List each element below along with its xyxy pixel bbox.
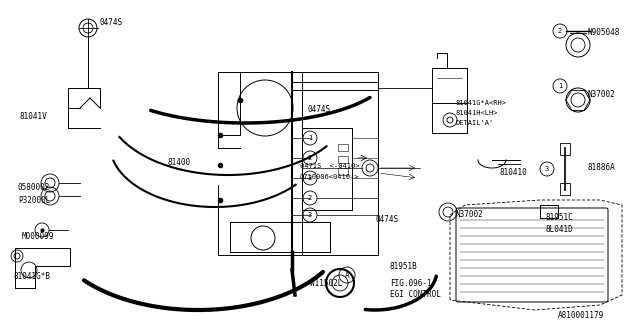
Text: EGI CONTROL: EGI CONTROL bbox=[390, 290, 441, 299]
Text: N905048: N905048 bbox=[588, 28, 620, 37]
Text: 0580002: 0580002 bbox=[18, 183, 51, 192]
Bar bbox=[338, 168, 348, 175]
Text: N37002: N37002 bbox=[588, 90, 616, 99]
Text: A810001179: A810001179 bbox=[558, 311, 604, 320]
Text: Q710006<0410->: Q710006<0410-> bbox=[300, 173, 360, 179]
Text: 81951C: 81951C bbox=[545, 213, 573, 222]
Text: FIG.096-1: FIG.096-1 bbox=[390, 279, 431, 288]
Text: M000099: M000099 bbox=[22, 232, 54, 241]
Text: 2: 2 bbox=[308, 155, 312, 161]
Text: 0474S: 0474S bbox=[100, 18, 123, 27]
Text: 81041G*A<RH>: 81041G*A<RH> bbox=[455, 100, 506, 106]
Text: 1: 1 bbox=[308, 135, 312, 141]
Text: 3: 3 bbox=[308, 175, 312, 181]
Text: DETAIL'A': DETAIL'A' bbox=[455, 120, 493, 126]
Text: N37002: N37002 bbox=[455, 210, 483, 219]
Text: 81400: 81400 bbox=[168, 158, 191, 167]
Bar bbox=[560, 143, 570, 155]
Text: W11502L: W11502L bbox=[310, 279, 342, 288]
Bar bbox=[560, 183, 570, 195]
Text: P32000L: P32000L bbox=[18, 196, 51, 205]
Bar bbox=[338, 156, 348, 163]
Text: 1: 1 bbox=[558, 83, 562, 89]
Bar bbox=[338, 144, 348, 151]
Text: 3: 3 bbox=[308, 212, 312, 218]
Text: 81041V: 81041V bbox=[20, 112, 48, 121]
Text: 81951B: 81951B bbox=[390, 262, 418, 271]
Text: 2: 2 bbox=[308, 195, 312, 201]
Text: 81041G*B: 81041G*B bbox=[14, 272, 51, 281]
Text: 0474S: 0474S bbox=[375, 215, 398, 224]
Text: 81041H<LH>: 81041H<LH> bbox=[455, 110, 497, 116]
Text: 0474S: 0474S bbox=[308, 105, 331, 114]
Text: A: A bbox=[345, 270, 349, 279]
Text: 810410: 810410 bbox=[500, 168, 528, 177]
Text: 8L041D: 8L041D bbox=[545, 225, 573, 234]
Text: 3: 3 bbox=[545, 166, 549, 172]
Text: 0471S  <-0410>: 0471S <-0410> bbox=[300, 163, 360, 169]
Text: 2: 2 bbox=[558, 28, 562, 34]
Text: 81886A: 81886A bbox=[588, 163, 616, 172]
